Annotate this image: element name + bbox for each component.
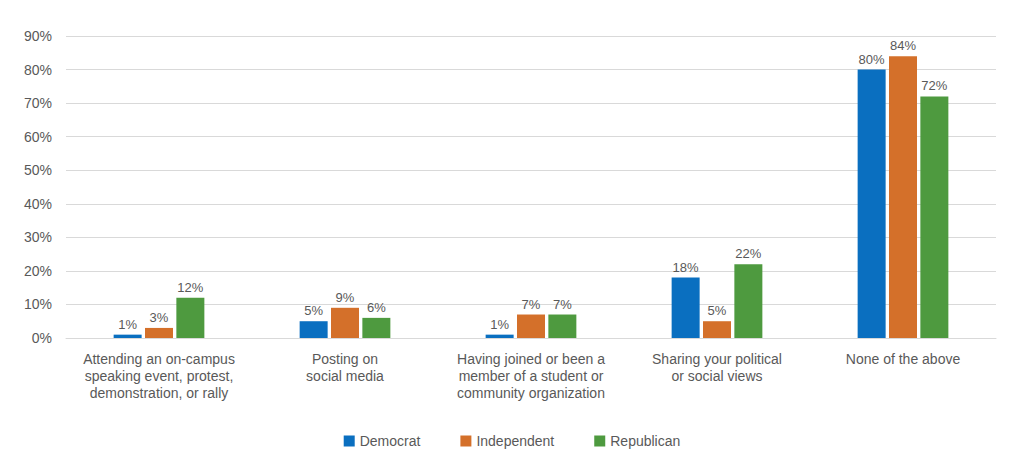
svg-text:Republican: Republican (610, 433, 680, 449)
svg-text:Independent: Independent (476, 433, 554, 449)
svg-text:90%: 90% (24, 28, 52, 44)
svg-text:7%: 7% (522, 297, 541, 312)
svg-text:70%: 70% (24, 95, 52, 111)
svg-text:60%: 60% (24, 129, 52, 145)
svg-text:9%: 9% (336, 290, 355, 305)
svg-text:22%: 22% (735, 246, 761, 261)
svg-text:1%: 1% (490, 317, 509, 332)
svg-text:Attending an on-campus: Attending an on-campus (83, 351, 235, 367)
svg-text:50%: 50% (24, 162, 52, 178)
svg-text:7%: 7% (553, 297, 572, 312)
svg-text:80%: 80% (24, 62, 52, 78)
svg-text:80%: 80% (859, 52, 885, 67)
svg-text:40%: 40% (24, 196, 52, 212)
svg-text:Sharing your political: Sharing your political (652, 351, 782, 367)
svg-text:5%: 5% (304, 303, 323, 318)
svg-text:demonstration, or rally: demonstration, or rally (90, 385, 229, 401)
svg-text:12%: 12% (177, 280, 203, 295)
svg-text:member of a student or: member of a student or (459, 368, 604, 384)
svg-text:Having joined or been a: Having joined or been a (457, 351, 605, 367)
svg-text:or social views: or social views (671, 368, 762, 384)
svg-text:speaking event, protest,: speaking event, protest, (85, 368, 234, 384)
svg-text:72%: 72% (921, 78, 947, 93)
svg-text:5%: 5% (708, 303, 727, 318)
svg-text:6%: 6% (367, 300, 386, 315)
svg-text:18%: 18% (673, 260, 699, 275)
svg-text:community organization: community organization (457, 385, 605, 401)
svg-text:10%: 10% (24, 296, 52, 312)
svg-text:84%: 84% (890, 38, 916, 53)
svg-text:0%: 0% (32, 330, 52, 346)
svg-text:Democrat: Democrat (360, 433, 421, 449)
svg-text:30%: 30% (24, 229, 52, 245)
svg-text:3%: 3% (150, 310, 169, 325)
svg-text:20%: 20% (24, 263, 52, 279)
svg-text:social media: social media (306, 368, 384, 384)
svg-text:Posting on: Posting on (312, 351, 378, 367)
svg-text:None of the above: None of the above (846, 351, 961, 367)
svg-text:1%: 1% (118, 317, 137, 332)
